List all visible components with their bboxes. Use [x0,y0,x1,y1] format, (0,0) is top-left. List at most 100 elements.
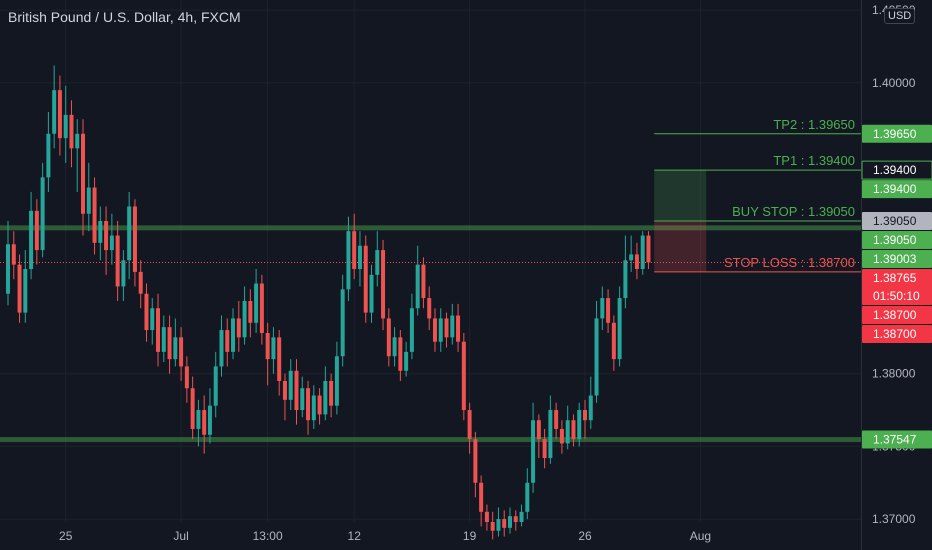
candle [629,235,634,272]
candle-body [196,410,201,429]
candle [225,318,230,367]
candle [536,414,541,459]
candle-body [346,231,351,290]
candle-body [115,235,120,287]
candle-body [559,428,564,444]
candle [242,286,247,345]
candle [444,312,449,348]
time-axis[interactable]: 25 Jul 13:00 12 19 26 Aug [59,529,711,543]
price-tag-value: 1.39050 [873,233,917,247]
candle-body [438,318,443,342]
price-tick-label: 1.38000 [872,367,916,381]
candle [259,274,264,345]
price-tag: 1.37547 [862,430,932,449]
price-tag-value: 1.39650 [873,127,917,141]
candle-body [634,254,639,269]
candle [98,206,103,261]
candle-body [525,482,530,512]
candle [306,380,311,435]
horizontal-levels [0,225,861,443]
candle [583,399,587,440]
candle-body [156,308,161,352]
candle [161,315,166,363]
price-tick-label: 1.40000 [872,76,916,90]
candle-body [17,264,22,313]
candle [86,162,91,232]
candle-body [288,370,293,400]
price-tag-value: 1.39400 [873,163,917,177]
candle-body [127,206,132,261]
candle-body [86,187,91,214]
candle [323,366,328,421]
candle-body [456,315,461,342]
candle-body [219,330,224,367]
price-tag-value: 1.39003 [873,252,917,266]
price-tag-box [861,160,932,180]
candle [81,119,86,236]
candle-body [46,133,51,178]
candle [473,431,478,498]
currency-badge[interactable]: USD [884,8,916,24]
candle-body [577,410,582,440]
price-tag-box [862,250,932,269]
candle [265,322,270,386]
price-tag-value: 1.39050 [873,214,917,228]
candle [127,191,132,280]
candle [294,359,299,425]
candle-body [542,439,547,459]
candle-body [554,410,559,429]
candle [352,213,357,280]
candle [29,191,34,280]
candle [502,510,507,537]
candle-body [404,351,409,371]
price-tag-box [862,231,932,250]
candle-body [450,315,455,338]
price-tag: 1.39400 [862,180,932,199]
candle-body [363,245,368,313]
candle-body [340,289,345,357]
trade-level-label: TP2 : 1.39650 [773,117,855,132]
candle-body [461,341,466,411]
candle [213,351,218,418]
trade-level-label: TP1 : 1.39400 [773,153,855,168]
candle [438,308,443,352]
candle-body [531,420,536,483]
candle-body [600,298,605,319]
candle [271,327,276,374]
candle-body [317,395,322,415]
symbol-title[interactable]: British Pound / U.S. Dollar, 4h, FXCM [8,9,241,25]
candle [288,359,293,411]
candle-body [34,210,39,251]
candle [479,475,484,527]
price-tick-label: 1.37000 [872,512,916,526]
candle-body [444,318,449,338]
candle [617,286,622,367]
time-tick-label: 13:00 [253,529,283,543]
price-tag-box [862,430,932,449]
candle [75,119,80,192]
candle-body [473,439,478,483]
trade-level-label: STOP LOSS : 1.38700 [724,255,855,270]
candle [167,315,172,374]
candle-body [571,420,576,440]
candle-body [184,366,189,389]
candle-body [352,231,357,269]
candle-body [132,206,137,272]
candle [398,330,403,381]
price-tag: 1.39050 [862,212,932,231]
candle-body [611,322,616,360]
candle [490,511,495,540]
candle [34,199,39,265]
time-tick-label: 26 [578,529,592,543]
candle [421,257,426,309]
candle [23,250,28,323]
candle-body [479,482,484,512]
candle-body [409,308,414,352]
candle [190,376,195,440]
candle-body [606,298,611,323]
candle [52,65,57,149]
candle [63,85,68,163]
candle-body [11,244,16,265]
